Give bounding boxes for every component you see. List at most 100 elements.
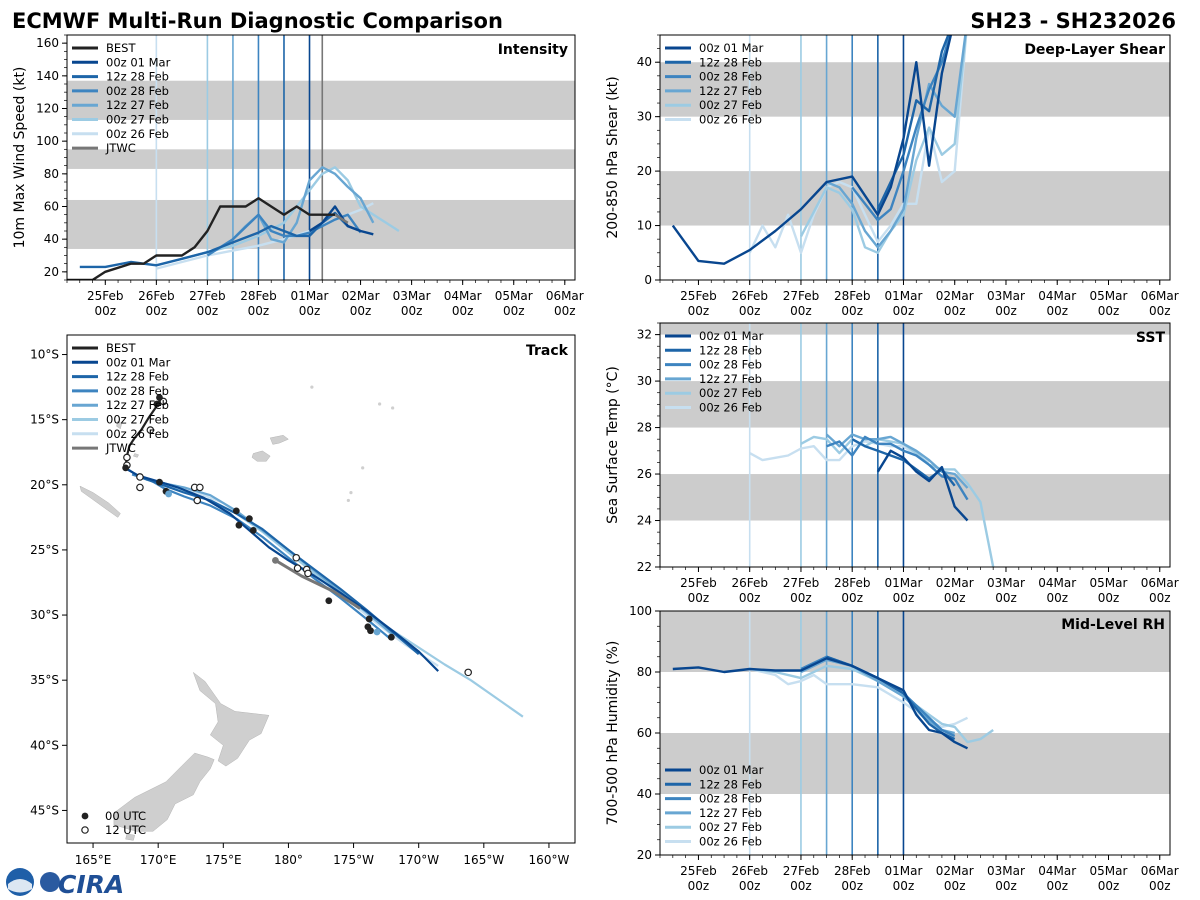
rh-xtick-label: 06Mar <box>1141 864 1179 878</box>
shear-legend-label: 00z 26 Feb <box>699 113 762 127</box>
rh-xtick-label: 03Mar <box>987 864 1025 878</box>
marker-00utc <box>325 597 333 605</box>
rh-panel: 2040608010025Feb00z26Feb00z27Feb00z28Feb… <box>605 604 1179 893</box>
rh-legend-label: 00z 28 Feb <box>699 792 762 806</box>
sst-xtick-label: 06Mar <box>1141 576 1179 590</box>
intensity-ytick-label: 160 <box>36 36 59 50</box>
track-plot-area <box>79 385 524 841</box>
series-00z-01-mar <box>671 35 953 265</box>
intensity-xtick-label: 00z <box>401 304 423 318</box>
intensity-ytick-label: 100 <box>36 134 59 148</box>
shear-ytick-label: 40 <box>637 55 652 69</box>
rh-xtick-label: 00z <box>1046 879 1068 893</box>
rh-xtick-label: 00z <box>790 879 812 893</box>
legend-12utc-label: 12 UTC <box>105 823 146 837</box>
sst-xtick-label: 00z <box>893 591 915 605</box>
track-legend-label: 00z 01 Mar <box>106 355 171 369</box>
intensity-xtick-label: 00z <box>554 304 576 318</box>
intensity-xtick-label: 00z <box>248 304 270 318</box>
shear-xtick-label: 00z <box>841 304 863 318</box>
land-nz-north-island <box>192 671 270 767</box>
sst-xtick-label: 27Feb <box>783 576 820 590</box>
rh-xtick-label: 27Feb <box>783 864 820 878</box>
marker-12utc <box>136 483 144 492</box>
series-12z-28-feb <box>876 35 950 210</box>
shear-legend-label: 12z 28 Feb <box>699 55 762 69</box>
rh-xtick-label: 00z <box>739 879 761 893</box>
track-legend-label: 00z 26 Feb <box>106 427 169 441</box>
sst-xtick-label: 26Feb <box>731 576 768 590</box>
land-islet <box>346 498 350 503</box>
track-legend-label: 12z 27 Feb <box>106 398 169 412</box>
shear-xtick-label: 25Feb <box>680 289 717 303</box>
legend-00utc-marker <box>81 812 89 820</box>
rh-ytick-label: 20 <box>637 848 652 862</box>
sst-xtick-label: 28Feb <box>834 576 871 590</box>
intensity-xtick-label: 06Mar <box>546 289 584 303</box>
intensity-xtick-label: 00z <box>197 304 219 318</box>
shear-legend-label: 00z 28 Feb <box>699 70 762 84</box>
track-xtick-label: 175°W <box>333 853 374 867</box>
track-xtick-label: 165°W <box>463 853 504 867</box>
intensity-xtick-label: 04Mar <box>444 289 482 303</box>
intensity-band <box>67 80 575 120</box>
rh-xtick-label: 25Feb <box>680 864 717 878</box>
shear-panel: 01020304025Feb00z26Feb00z27Feb00z28Feb00… <box>605 34 1179 318</box>
intensity-xtick-label: 01Mar <box>291 289 329 303</box>
marker-00utc <box>365 615 373 623</box>
land-vanuatu-1 <box>116 420 122 430</box>
shear-xtick-label: 00z <box>1046 304 1068 318</box>
intensity-legend-label: 00z 28 Feb <box>106 84 169 98</box>
intensity-xtick-label: 00z <box>452 304 474 318</box>
track-00z-01-mar <box>126 468 439 672</box>
series-00z-26-feb <box>748 35 968 255</box>
sst-legend-label: 00z 26 Feb <box>699 401 762 415</box>
intensity-ytick-label: 20 <box>44 265 59 279</box>
rh-band <box>660 733 1170 794</box>
shear-xtick-label: 00z <box>893 304 915 318</box>
legend-12utc-marker <box>81 826 89 834</box>
sst-xtick-label: 04Mar <box>1038 576 1076 590</box>
sst-band <box>660 381 1170 428</box>
rh-ylabel: 700-500 hPa Humidity (%) <box>605 641 621 826</box>
sst-plot-area <box>660 323 1170 567</box>
sst-legend-label: 12z 27 Feb <box>699 372 762 386</box>
land-vanuatu-2 <box>133 453 139 458</box>
sst-xtick-label: 25Feb <box>680 576 717 590</box>
sst-ytick-label: 32 <box>637 328 652 342</box>
shear-xtick-label: 00z <box>1098 304 1120 318</box>
sst-xtick-label: 05Mar <box>1090 576 1128 590</box>
track-xtick-label: 170°W <box>398 853 439 867</box>
marker-00utc <box>245 515 253 523</box>
cira-logo: CIRA <box>6 868 124 899</box>
shear-ytick-label: 10 <box>637 219 652 233</box>
marker-00utc <box>249 526 257 534</box>
rh-xtick-label: 00z <box>995 879 1017 893</box>
shear-xtick-label: 02Mar <box>936 289 974 303</box>
rh-legend-label: 12z 27 Feb <box>699 806 762 820</box>
sst-band <box>660 474 1170 521</box>
sst-xtick-label: 00z <box>1149 591 1171 605</box>
sst-title: SST <box>1136 330 1166 346</box>
shear-ylabel: 200-850 hPa Shear (kt) <box>605 76 621 238</box>
intensity-xtick-label: 00z <box>503 304 525 318</box>
intensity-legend-label: 12z 27 Feb <box>106 98 169 112</box>
sst-band <box>660 323 1170 335</box>
rh-legend-label: 00z 01 Mar <box>699 763 764 777</box>
intensity-xtick-label: 25Feb <box>87 289 124 303</box>
track-ytick-label: 35°S <box>30 673 59 687</box>
intensity-ylabel: 10m Max Wind Speed (kt) <box>12 67 28 249</box>
marker-12utc <box>146 426 155 434</box>
sst-ytick-label: 24 <box>637 514 652 528</box>
marker-00utc <box>156 394 163 401</box>
track-xtick-label: 165°E <box>75 853 112 867</box>
series-00z-01-mar <box>308 205 374 236</box>
track-legend-label: 00z 28 Feb <box>106 384 169 398</box>
sst-panel: 22242628303225Feb00z26Feb00z27Feb00z28Fe… <box>605 322 1179 605</box>
rh-xtick-label: 00z <box>841 879 863 893</box>
intensity-xtick-label: 00z <box>350 304 372 318</box>
sst-xtick-label: 00z <box>1046 591 1068 605</box>
intensity-xtick-label: 03Mar <box>393 289 431 303</box>
sst-frame <box>659 322 1171 568</box>
marker-12utc <box>136 473 144 481</box>
